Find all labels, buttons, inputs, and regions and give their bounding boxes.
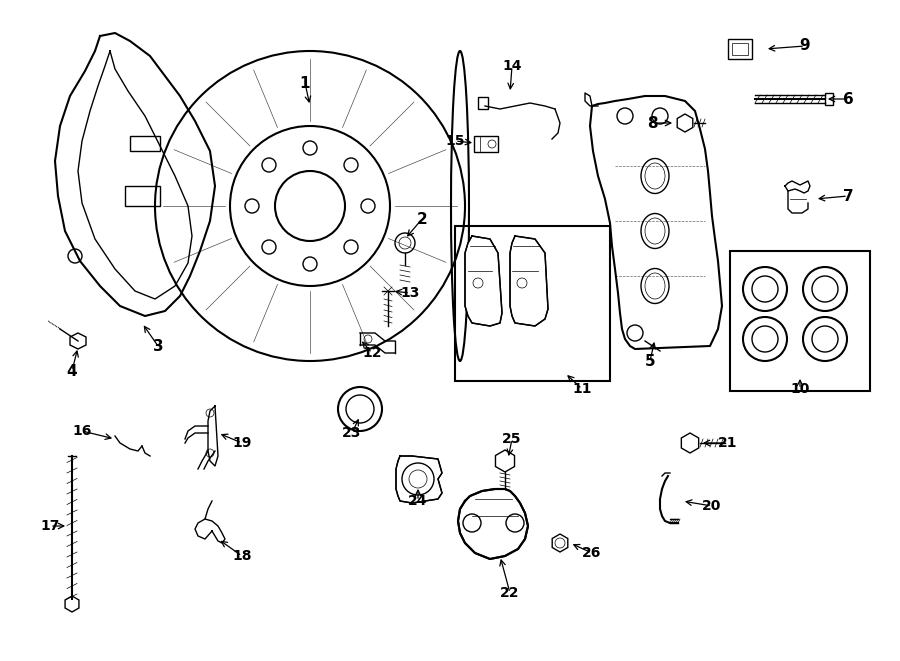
Bar: [125, 186, 160, 206]
Text: 1: 1: [300, 75, 310, 91]
Text: 2: 2: [417, 212, 428, 227]
Text: 4: 4: [67, 364, 77, 379]
Text: 21: 21: [718, 436, 738, 450]
Text: 25: 25: [502, 432, 522, 446]
Polygon shape: [396, 456, 442, 503]
Text: 9: 9: [800, 38, 810, 54]
Text: 24: 24: [409, 494, 428, 508]
Bar: [728, 39, 752, 59]
Text: 6: 6: [842, 91, 853, 106]
Text: 10: 10: [790, 382, 810, 396]
Polygon shape: [510, 236, 548, 326]
Text: 17: 17: [40, 519, 59, 533]
Polygon shape: [458, 489, 528, 559]
Text: 16: 16: [72, 424, 92, 438]
Bar: [130, 136, 160, 151]
Text: 23: 23: [342, 426, 362, 440]
Bar: [478, 97, 488, 109]
Text: 19: 19: [232, 436, 252, 450]
Text: 14: 14: [502, 59, 522, 73]
Text: 20: 20: [702, 499, 722, 513]
Text: 15: 15: [446, 134, 464, 148]
Bar: [455, 226, 610, 381]
Bar: [825, 93, 833, 105]
Bar: [732, 43, 748, 55]
Text: 22: 22: [500, 586, 520, 600]
Polygon shape: [465, 236, 502, 326]
Text: 26: 26: [582, 546, 602, 560]
Bar: [730, 251, 870, 391]
Text: 12: 12: [362, 346, 382, 360]
Text: 11: 11: [572, 382, 592, 396]
Text: 7: 7: [842, 188, 853, 204]
Text: 8: 8: [647, 116, 657, 130]
Text: 18: 18: [232, 549, 252, 563]
Text: 3: 3: [153, 338, 163, 354]
Text: 13: 13: [400, 286, 419, 300]
Text: 5: 5: [644, 354, 655, 368]
